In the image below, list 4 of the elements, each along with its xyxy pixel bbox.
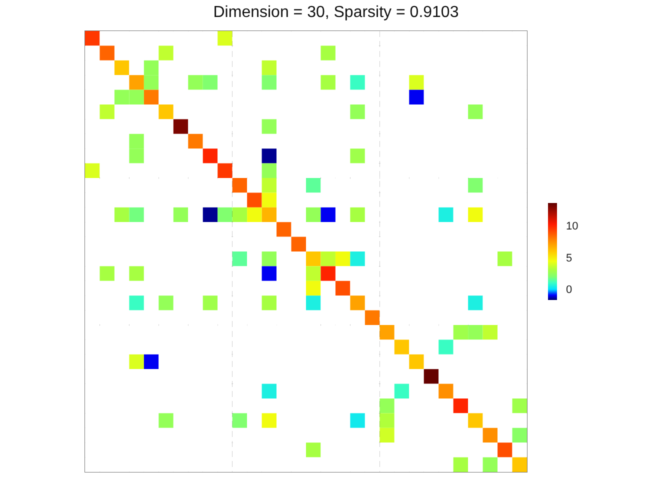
color-bar-label: 5 xyxy=(566,252,572,264)
chart-title: Dimension = 30, Sparsity = 0.9103 xyxy=(212,4,460,22)
color-bar-label: 0 xyxy=(566,284,572,296)
color-bar-label: 10 xyxy=(566,220,578,233)
